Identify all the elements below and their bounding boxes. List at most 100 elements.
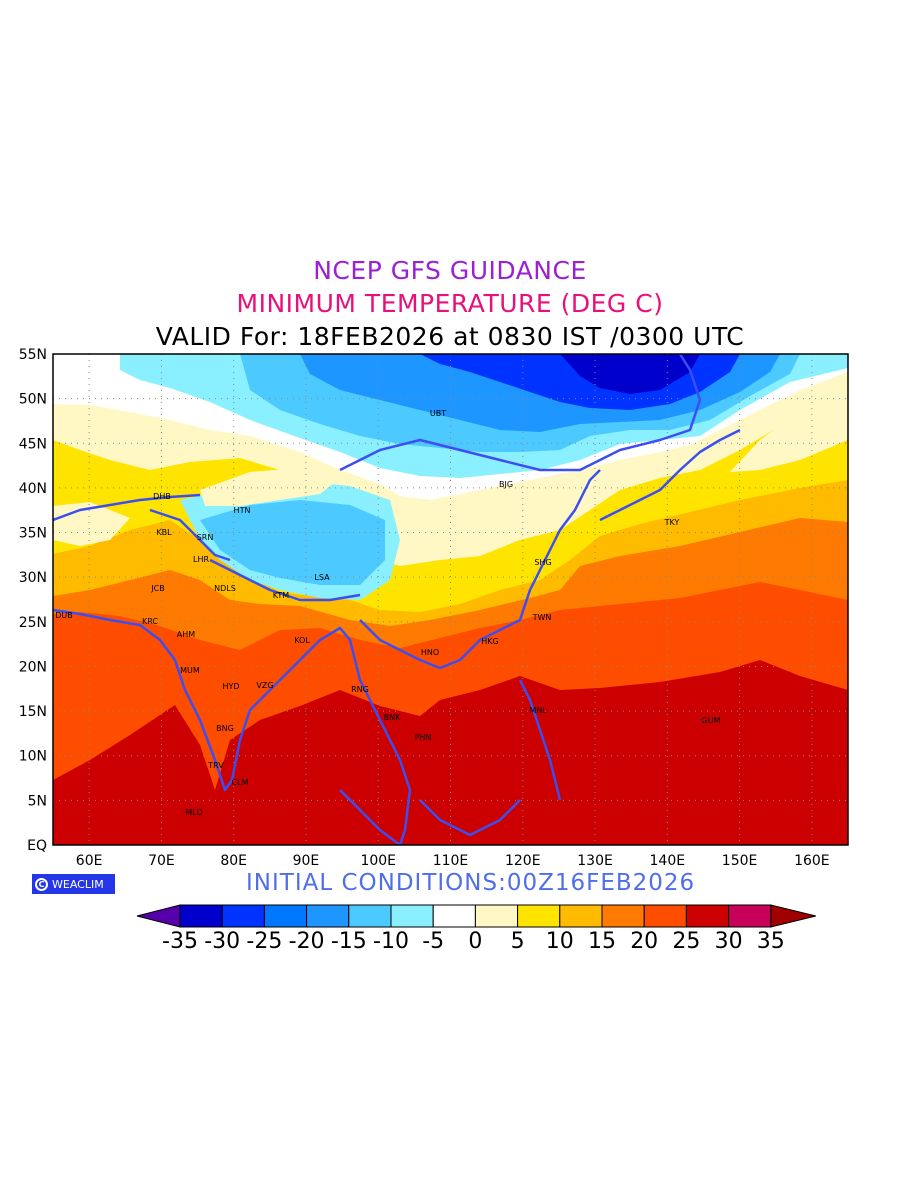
title-valid-time: VALID For: 18FEB2026 at 0830 IST /0300 U…	[155, 322, 745, 351]
longitude-label: 60E	[76, 853, 103, 869]
city-label-mld: MLD	[185, 808, 203, 817]
latitude-label: 55N	[19, 347, 47, 363]
city-label-srn: SRN	[197, 533, 214, 542]
temperature-map: 55N 50N 45N 40N 35N 30N 25N 20N 15N 10N 5N EQ 60E 70…	[19, 347, 849, 869]
city-label-lsa: LSA	[314, 573, 330, 582]
colorbar-swatch	[221, 904, 265, 928]
city-label-htn: HTN	[234, 506, 251, 515]
colorbar-label: -20	[289, 929, 325, 954]
colorbar-label: 5	[511, 929, 525, 954]
colorbar-label: 20	[630, 929, 658, 954]
colorbar-swatch	[728, 904, 772, 928]
colorbar-swatch	[263, 904, 308, 928]
plot-frame	[52, 353, 849, 846]
colorbar-boxes	[136, 904, 816, 928]
latitude-label: 5N	[28, 793, 47, 809]
longitude-label: 100E	[360, 853, 396, 869]
colorbar-label: -15	[331, 929, 367, 954]
copyright-circle-icon: C	[35, 877, 48, 891]
latitude-label: 10N	[19, 749, 47, 765]
city-label-ahm: AHM	[177, 630, 195, 639]
field-tibet-blue	[200, 500, 385, 585]
city-label-dub: DUB	[55, 611, 73, 620]
colorbar-swatch	[517, 904, 561, 928]
colorbar-label: 15	[588, 929, 616, 954]
colorbar-swatch	[179, 904, 223, 928]
colorbar-swatch	[559, 904, 603, 928]
colorbar-over-triangle	[770, 904, 816, 928]
longitude-label: 90E	[293, 853, 320, 869]
colorbar-label: 0	[468, 929, 482, 954]
latitude-label: 25N	[19, 615, 47, 631]
field-ne-pale	[730, 372, 848, 472]
city-label-hyd: HYD	[222, 682, 239, 691]
colorbar-label: -35	[162, 929, 198, 954]
latitude-label: 50N	[19, 392, 47, 408]
longitude-label: 150E	[722, 853, 758, 869]
city-label-hkg: HKG	[481, 637, 498, 646]
city-label-jcb: JCB	[150, 584, 164, 593]
city-label-hno: HNO	[421, 648, 439, 657]
coastlines	[53, 354, 741, 845]
initial-conditions: INITIAL CONDITIONS:00Z16FEB2026	[246, 870, 696, 896]
city-label-ndls: NDLS	[214, 584, 236, 593]
colorbar-swatch	[348, 904, 392, 928]
longitude-label: 110E	[433, 853, 469, 869]
colorbar-swatch	[390, 904, 434, 928]
colorbar-swatch	[306, 904, 350, 928]
latitude-label: 40N	[19, 481, 47, 497]
city-label-lhr: LHR	[193, 555, 209, 564]
city-label-dhb: DHB	[153, 492, 171, 501]
map-gridlines	[53, 354, 848, 845]
longitude-label: 70E	[148, 853, 175, 869]
city-label-mnl: MNL	[529, 706, 547, 715]
city-label-krc: KRC	[142, 617, 158, 626]
colorbar-label: -5	[422, 929, 444, 954]
city-label-ubt: UBT	[430, 409, 446, 418]
logo-text: WEACLIM	[52, 877, 104, 891]
city-label-kol: KOL	[294, 636, 310, 645]
map-fill-layer	[53, 354, 848, 845]
colorbar-swatch	[474, 904, 519, 928]
title-model: NCEP GFS GUIDANCE	[313, 256, 587, 285]
latitude-label: 35N	[19, 526, 47, 542]
city-label-mum: MUM	[180, 666, 200, 675]
longitude-labels: 60E 70E 80E 90E 100E 110E 120E 130E 140E 150E 160E	[76, 853, 830, 869]
city-label-trv: TRV	[207, 761, 224, 770]
colorbar-label: 10	[546, 929, 574, 954]
longitude-label: 120E	[505, 853, 541, 869]
city-label-rng: RNG	[351, 685, 369, 694]
colorbar-label: -10	[373, 929, 409, 954]
longitude-label: 140E	[650, 853, 686, 869]
colorbar-swatch	[601, 904, 645, 928]
title-variable: MINIMUM TEMPERATURE (DEG C)	[236, 289, 664, 318]
colorbar-label: 25	[672, 929, 700, 954]
colorbar-label: -25	[246, 929, 282, 954]
latitude-label: 45N	[19, 436, 47, 452]
city-label-phn: PHN	[415, 733, 432, 742]
longitude-label: 80E	[220, 853, 247, 869]
city-label-bng: BNG	[216, 724, 234, 733]
city-label-bnk: BNK	[384, 713, 401, 722]
city-label-bjg: BJG	[499, 480, 513, 489]
longitude-label: 160E	[794, 853, 830, 869]
city-label-gum: GUM	[702, 716, 721, 725]
colorbar-label: 30	[715, 929, 743, 954]
colorbar-label: 35	[757, 929, 785, 954]
latitude-label: EQ	[27, 838, 47, 854]
colorbar-label: -30	[204, 929, 240, 954]
colorbar-labels: -35 -30 -25 -20 -15 -10 -5 0 5 10 15 20 25 30 35	[162, 929, 785, 954]
city-label-tky: TKY	[664, 518, 680, 527]
colorbar-under-triangle	[136, 904, 181, 928]
latitude-labels: 55N 50N 45N 40N 35N 30N 25N 20N 15N 10N 5N EQ	[19, 347, 47, 854]
colorbar-swatch	[685, 904, 730, 928]
city-label-ktm: KTM	[273, 591, 290, 600]
field-tarim-pale	[200, 468, 340, 506]
latitude-label: 20N	[19, 659, 47, 675]
city-label-shg: SHG	[534, 558, 551, 567]
longitude-label: 130E	[577, 853, 613, 869]
weaclim-logo: C WEACLIM	[32, 874, 115, 894]
city-label-vzg: VZG	[256, 681, 273, 690]
colorbar-swatch	[432, 904, 476, 928]
latitude-label: 15N	[19, 704, 47, 720]
